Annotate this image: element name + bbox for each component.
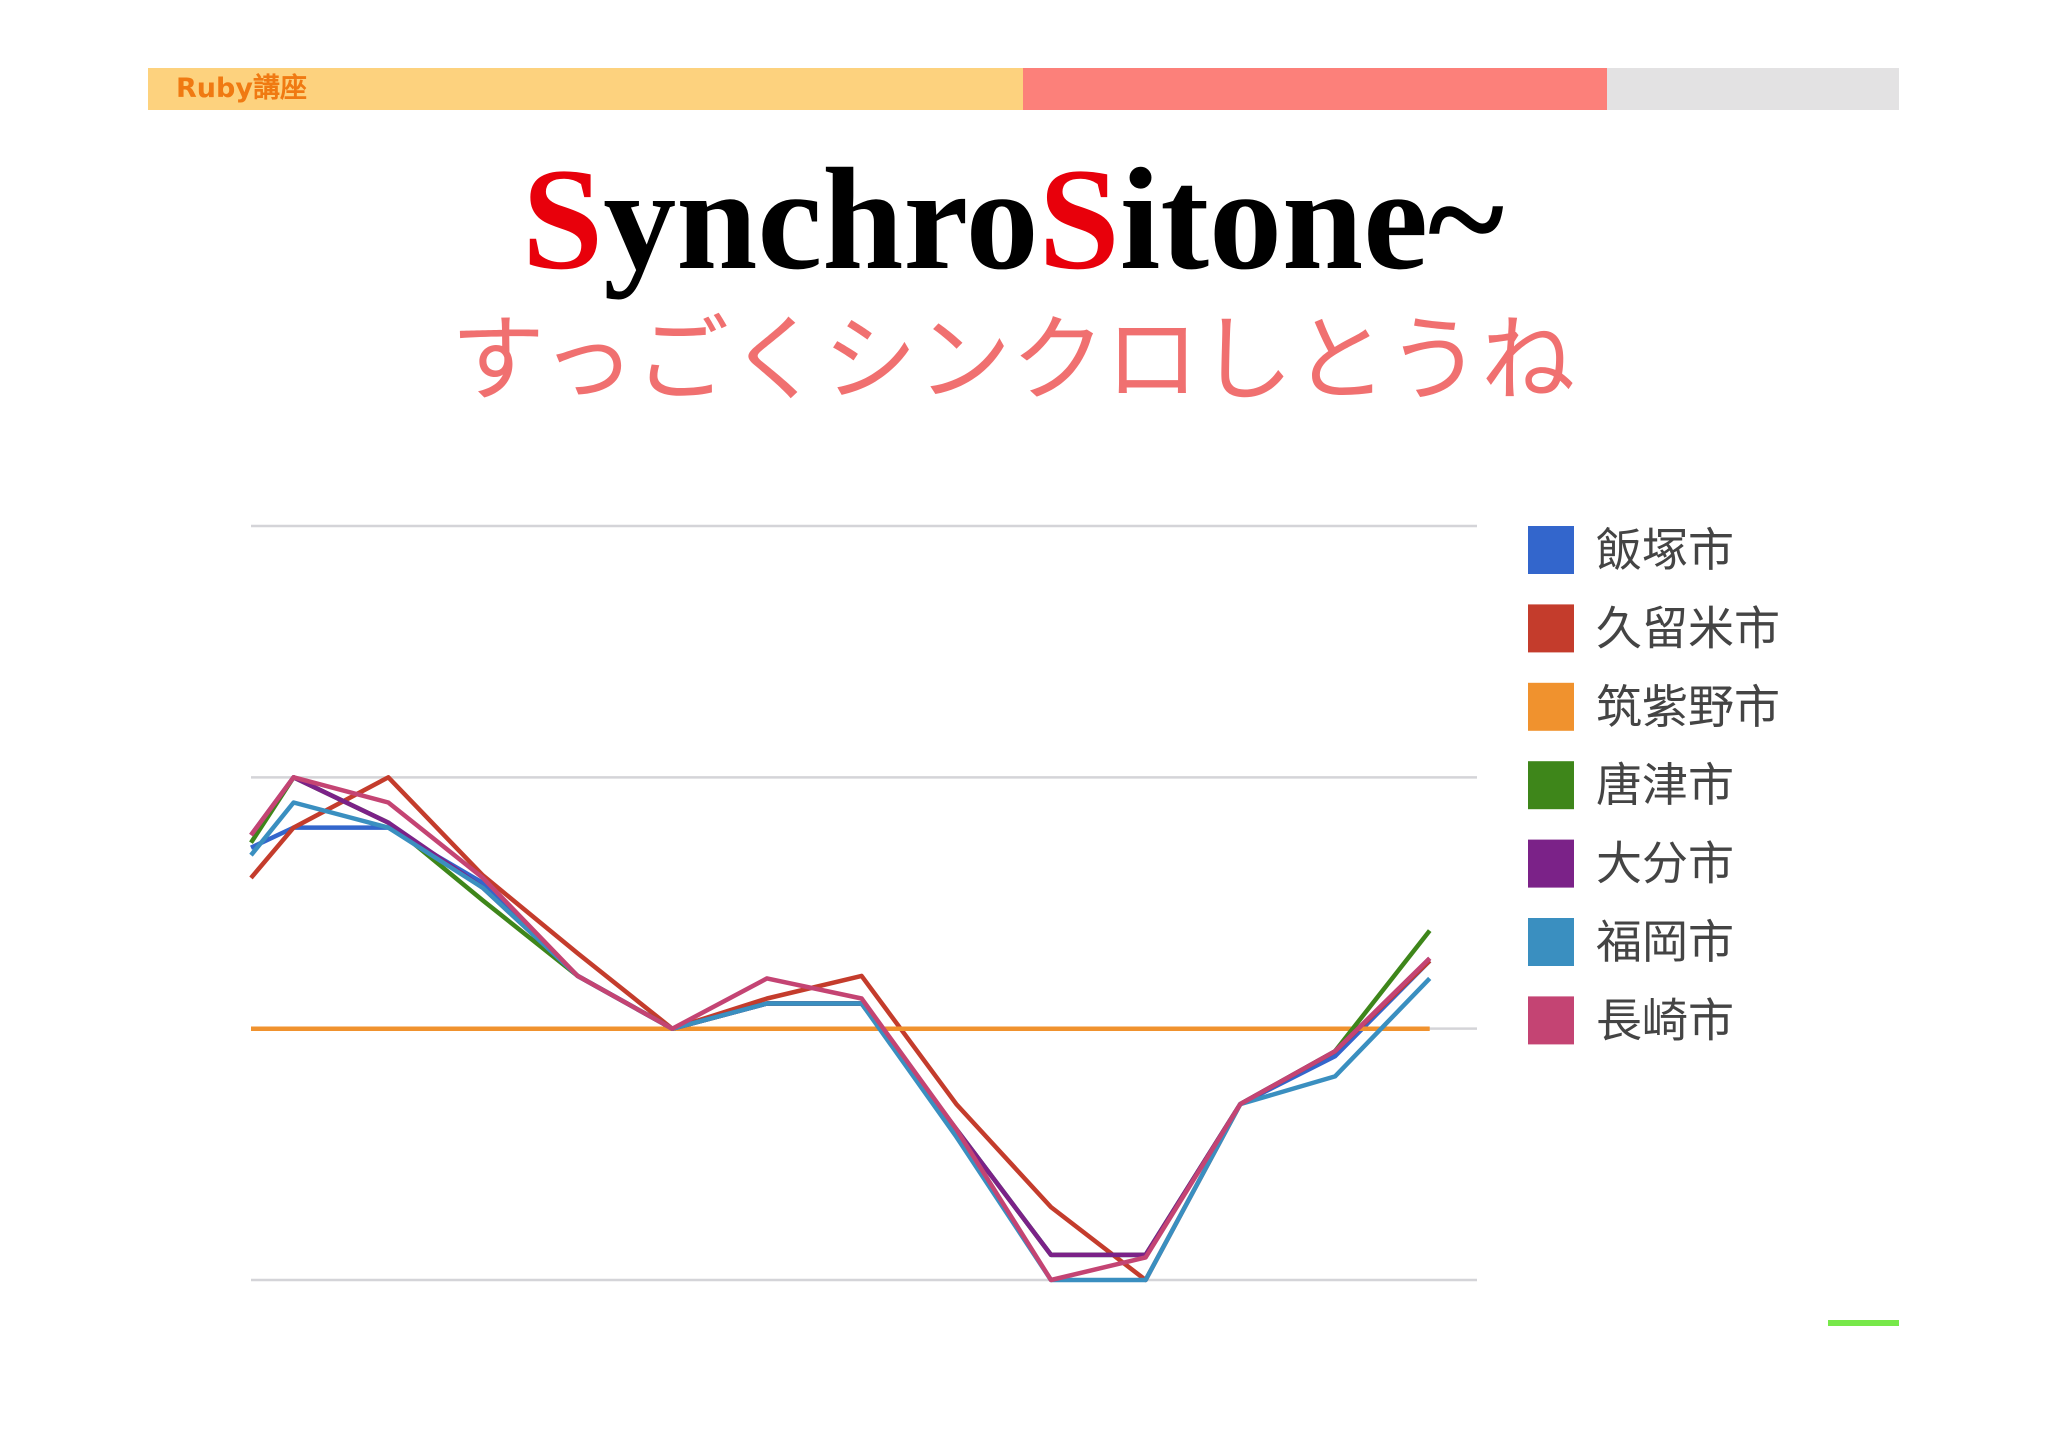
- title-letter: c: [757, 138, 822, 300]
- header-bar-gray: [1607, 68, 1899, 110]
- header-bar-yellow: [148, 68, 1023, 110]
- legend-label: 飯塚市: [1596, 523, 1734, 577]
- title-letter: h: [822, 138, 903, 300]
- title-letter: S: [1039, 138, 1120, 300]
- legend-swatch: [1528, 839, 1574, 888]
- legend-label: 久留米市: [1596, 601, 1780, 655]
- chart-title: SynchroSitone~: [522, 138, 1504, 300]
- title-letter: ~: [1428, 138, 1504, 300]
- series-line: [249, 775, 1432, 1283]
- title-letter: e: [1363, 138, 1428, 300]
- title-letter: o: [966, 138, 1039, 300]
- legend-swatch: [1528, 682, 1574, 731]
- chart-subtitle: すっごくシンクロしとうね: [451, 306, 1575, 415]
- legend-label: 筑紫野市: [1596, 680, 1780, 734]
- legend-label: 福岡市: [1596, 915, 1734, 969]
- legend-swatch: [1528, 526, 1574, 574]
- title-letter: i: [1120, 138, 1161, 300]
- title-letter: n: [1282, 138, 1363, 300]
- legend-label: 長崎市: [1596, 993, 1734, 1047]
- header-label: Ruby講座: [176, 72, 307, 104]
- title-letter: n: [676, 138, 757, 300]
- legend-swatch: [1528, 918, 1574, 966]
- legend-label: 唐津市: [1596, 758, 1734, 812]
- legend-swatch: [1528, 996, 1574, 1045]
- legend-label: 大分市: [1596, 837, 1734, 891]
- title-letter: y: [603, 138, 676, 300]
- title-letter: S: [522, 138, 603, 300]
- header-bar-red: [1023, 68, 1607, 110]
- title-letter: o: [1209, 138, 1282, 300]
- legend-swatch: [1528, 761, 1574, 810]
- legend-swatch: [1528, 604, 1574, 653]
- title-letter: t: [1160, 138, 1209, 300]
- title-letter: r: [903, 138, 965, 300]
